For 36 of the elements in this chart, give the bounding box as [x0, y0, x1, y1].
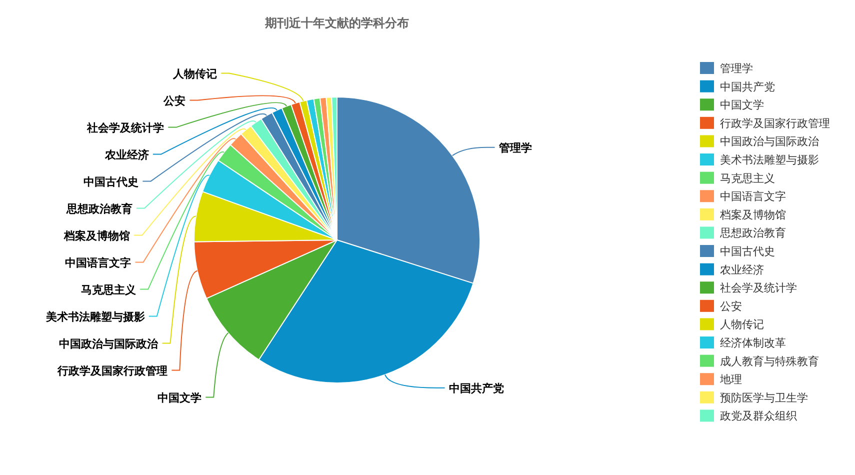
legend-label: 马克思主义 [720, 172, 775, 185]
legend-label: 人物传记 [720, 318, 764, 332]
legend-label: 社会学及统计学 [720, 282, 797, 295]
slice-label: 档案及博物馆 [63, 229, 130, 242]
legend-label: 管理学 [720, 62, 753, 75]
legend-label: 公安 [720, 300, 742, 313]
slice-label: 中国文学 [158, 391, 202, 404]
legend-label: 中国政治与国际政治 [720, 135, 819, 148]
slice-label: 社会学及统计学 [86, 121, 164, 134]
slice-label: 人物传记 [172, 67, 218, 80]
chart-title: 期刊近十年文献的学科分布 [264, 16, 409, 30]
slice-label: 公安 [162, 94, 186, 108]
slice-label: 马克思主义 [81, 283, 138, 296]
slice-label: 中国古代史 [84, 175, 139, 188]
legend-label: 预防医学与卫生学 [720, 391, 808, 404]
slice-label: 思想政治教育 [65, 202, 132, 216]
legend-label: 档案及博物馆 [719, 208, 786, 222]
legend-label: 成人教育与特殊教育 [720, 354, 819, 368]
slice-label: 中国共产党 [448, 382, 504, 395]
legend-label: 中国共产党 [720, 80, 775, 94]
legend-label: 中国语言文字 [720, 190, 786, 204]
legend-label: 中国文学 [720, 98, 764, 112]
slice-label: 农业经济 [104, 148, 149, 162]
slice-label: 管理学 [498, 141, 532, 154]
legend-label: 农业经济 [720, 263, 764, 276]
legend-label: 行政学及国家行政管理 [720, 116, 830, 130]
legend-label: 经济体制改革 [720, 336, 786, 350]
legend-label: 地理 [719, 373, 742, 386]
legend-label: 中国古代史 [720, 245, 775, 258]
slice-label: 中国政治与国际政治 [59, 337, 160, 350]
slice-label: 美术书法雕塑与摄影 [44, 310, 145, 324]
legend-label: 思想政治教育 [719, 226, 786, 240]
legend-label: 政党及群众组织 [720, 410, 797, 423]
legend-label: 美术书法雕塑与摄影 [720, 154, 819, 166]
slice-label: 行政学及国家行政管理 [56, 364, 168, 378]
slice-label: 中国语言文字 [65, 256, 132, 270]
